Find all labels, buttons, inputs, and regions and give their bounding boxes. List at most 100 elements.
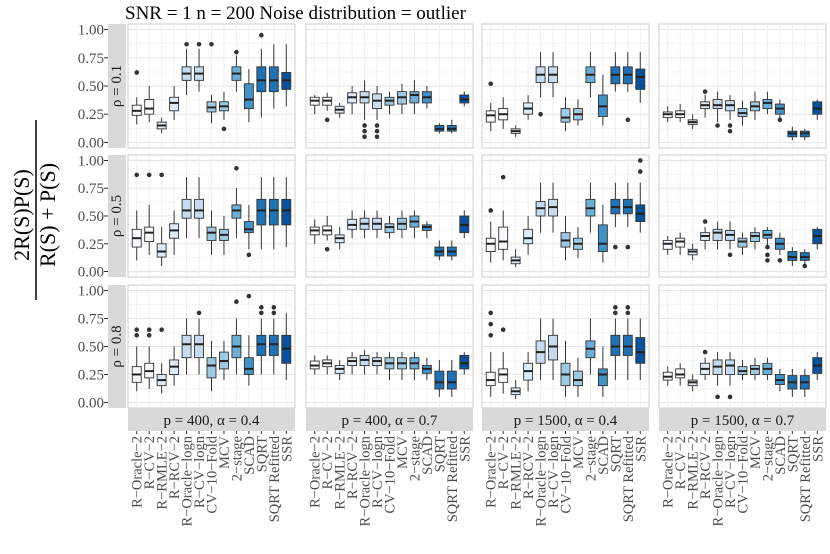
outlier-point — [727, 123, 733, 128]
box-body — [725, 359, 735, 375]
panel — [127, 154, 296, 278]
box-13 — [459, 352, 470, 375]
box-4 — [347, 210, 358, 239]
box-body — [675, 368, 686, 379]
outlier-point — [196, 41, 202, 47]
box-body — [485, 237, 496, 252]
box-9 — [762, 357, 773, 381]
x-tick-label: R−RCV−2 — [167, 436, 183, 499]
x-tick-label: SSR — [279, 436, 295, 462]
x-tick-label: R−CV−2 — [142, 436, 158, 489]
outlier-point — [500, 327, 506, 333]
box-6 — [725, 221, 735, 258]
outlier-point — [702, 349, 708, 355]
column-strip — [306, 408, 473, 431]
y-tick-label: 0.25 — [78, 237, 104, 253]
box-9 — [231, 49, 242, 92]
box-5 — [535, 318, 546, 381]
outlier-point — [324, 247, 330, 252]
box-11 — [256, 32, 267, 118]
x-tick-label: R−RCV−2 — [345, 436, 361, 499]
box-2 — [498, 174, 509, 261]
box-7 — [560, 97, 571, 132]
outlier-point — [234, 165, 239, 171]
panel — [658, 154, 827, 278]
box-2 — [322, 355, 333, 375]
box-9 — [231, 299, 242, 375]
x-tick-label: R−CV−logn — [723, 435, 739, 508]
outlier-point — [613, 244, 618, 250]
box-12 — [622, 305, 633, 381]
box-6 — [372, 210, 382, 239]
box-1 — [131, 70, 142, 125]
x-tick-label: 2−stage — [229, 436, 245, 481]
box-body — [622, 334, 633, 356]
y-tick-label: 0.25 — [78, 367, 104, 383]
y-tick-label: 0.50 — [78, 79, 104, 95]
outlier-point — [246, 252, 252, 258]
box-11 — [256, 305, 267, 375]
box-13 — [459, 210, 470, 239]
x-tick-label: SQRT Refitted — [445, 435, 461, 522]
outlier-point — [159, 327, 164, 333]
box-12 — [622, 52, 633, 123]
box-body — [485, 371, 496, 387]
box-7 — [384, 91, 395, 115]
x-tick-label: R−CV−2 — [496, 436, 512, 489]
box-3 — [156, 172, 167, 266]
x-tick-label: R−RMLE−2 — [333, 436, 349, 510]
outlier-point — [259, 310, 264, 316]
box-2 — [144, 86, 155, 123]
box-7 — [206, 41, 217, 124]
box-6 — [725, 95, 735, 134]
x-tick-label: SQRT Refitted — [798, 435, 814, 522]
box-11 — [434, 240, 445, 261]
outlier-point — [271, 310, 277, 316]
box-body — [712, 99, 723, 110]
box-body — [194, 198, 204, 219]
x-tick-label: SQRT — [785, 436, 801, 472]
x-tick-label: MCV — [217, 435, 233, 469]
x-tick-label: R−RCV−2 — [521, 436, 537, 499]
box-12 — [268, 177, 279, 250]
outlier-point — [625, 117, 631, 123]
box-5 — [535, 182, 546, 233]
box-body — [787, 251, 798, 261]
box-body — [662, 239, 673, 250]
box-10 — [421, 357, 432, 381]
row-label: ρ = 0.8 — [109, 325, 125, 367]
x-tick-label: R−Oracle−logn — [180, 435, 196, 526]
outlier-point — [159, 172, 164, 178]
x-tick-label: R−CV−logn — [192, 435, 208, 508]
x-tick-label: R−RMLE−2 — [155, 436, 171, 510]
box-body — [610, 334, 621, 356]
box-7 — [560, 340, 571, 397]
box-4 — [700, 89, 711, 118]
box-8 — [750, 357, 760, 381]
box-9 — [585, 52, 596, 98]
box-4 — [169, 210, 180, 255]
box-4 — [347, 352, 358, 375]
box-4 — [523, 95, 534, 120]
box-body — [384, 223, 395, 234]
outlier-point — [727, 394, 733, 400]
box-6 — [548, 318, 558, 381]
box-3 — [510, 249, 521, 268]
box-body — [762, 99, 773, 110]
x-tick-label: SCAD — [242, 436, 258, 475]
box-2 — [675, 363, 686, 386]
box-12 — [446, 359, 457, 397]
x-tick-label: SSR — [810, 436, 826, 462]
outlier-point — [727, 252, 733, 258]
outlier-point — [765, 258, 770, 263]
outlier-point — [146, 172, 152, 178]
y-tick-label: 1.00 — [78, 284, 104, 300]
box-6 — [194, 310, 204, 375]
outlier-point — [702, 89, 708, 94]
x-tick-label: SSR — [457, 436, 473, 462]
box-5 — [712, 91, 723, 128]
box-7 — [206, 340, 217, 392]
x-tick-label: SQRT Refitted — [267, 435, 283, 522]
x-tick-label: R−RMLE−2 — [686, 436, 702, 510]
